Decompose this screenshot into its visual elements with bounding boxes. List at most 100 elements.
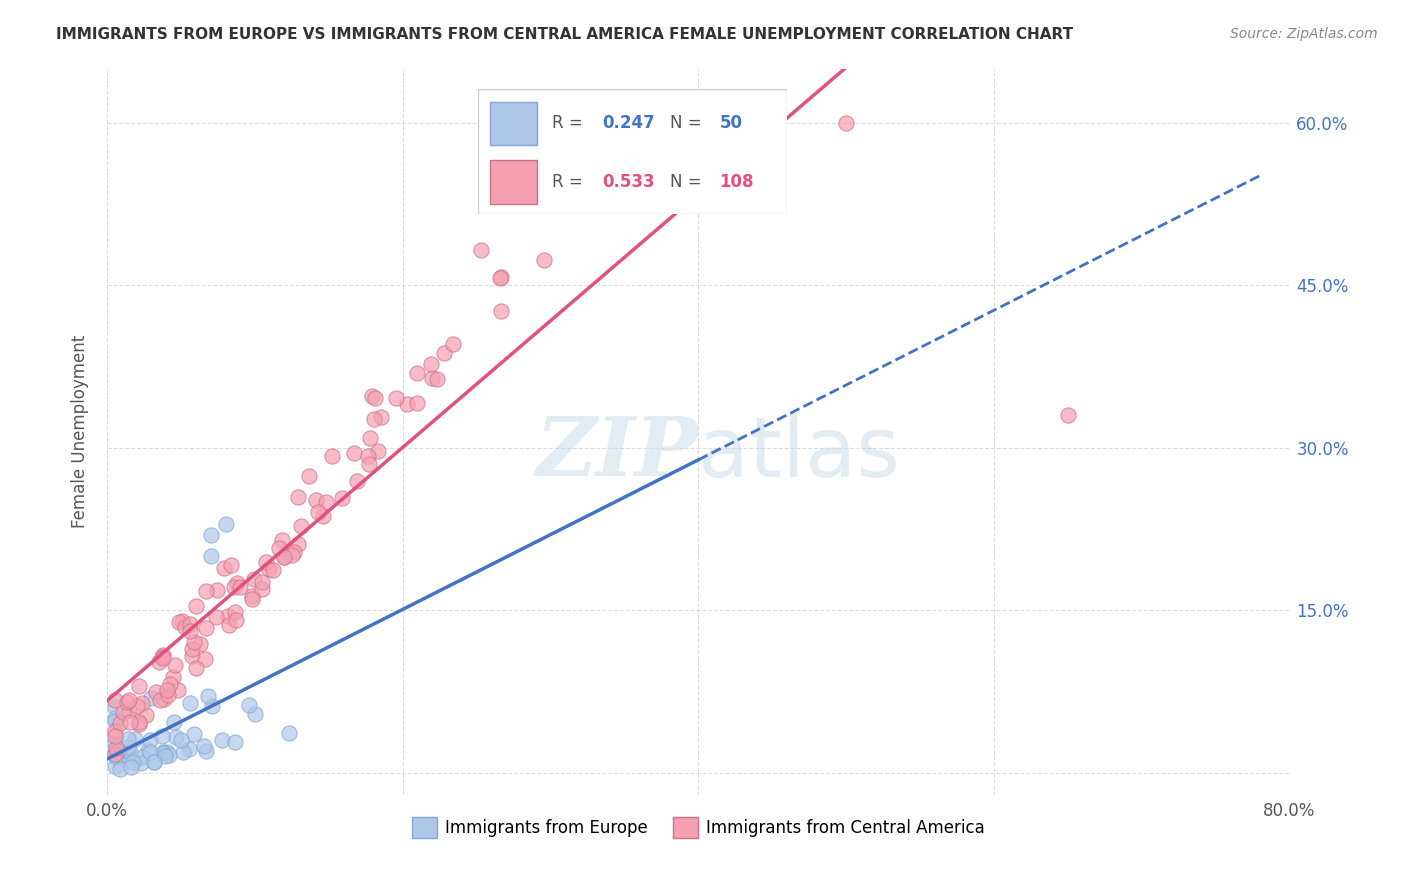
Immigrants from Central America (104, 693, 127, 707)
Immigrants from Central America (311, 508, 333, 523)
Immigrants from Central America (224, 605, 246, 619)
Immigrants from Europe (153, 747, 176, 761)
Immigrants from Central America (280, 549, 302, 563)
Immigrants from Europe (120, 760, 142, 774)
Immigrants from Europe (117, 740, 139, 755)
Immigrants from Europe (179, 696, 201, 710)
Immigrants from Central America (205, 582, 228, 597)
Immigrants from Central America (254, 555, 277, 569)
Immigrants from Central America (298, 468, 321, 483)
Immigrants from Central America (367, 444, 389, 458)
Text: 0.247: 0.247 (602, 114, 655, 132)
Immigrants from Europe (118, 745, 141, 759)
Immigrants from Central America (627, 101, 650, 115)
Immigrants from Central America (183, 634, 205, 648)
Immigrants from Central America (287, 490, 309, 504)
Immigrants from Central America (835, 116, 858, 130)
Immigrants from Europe (117, 732, 139, 747)
Immigrants from Europe (214, 516, 236, 531)
Immigrants from Europe (211, 733, 233, 747)
Immigrants from Europe (152, 746, 174, 760)
Immigrants from Central America (273, 549, 295, 564)
Immigrants from Europe (104, 736, 127, 750)
Immigrants from Central America (219, 558, 242, 572)
Immigrants from Europe (105, 750, 128, 764)
Immigrants from Europe (143, 756, 166, 770)
FancyBboxPatch shape (491, 161, 537, 204)
Immigrants from Central America (315, 495, 337, 509)
Immigrants from Central America (1056, 409, 1078, 423)
Immigrants from Central America (194, 652, 217, 666)
Immigrants from Central America (167, 683, 190, 698)
Text: N =: N = (669, 173, 707, 191)
Immigrants from Central America (287, 536, 309, 550)
Immigrants from Central America (283, 544, 305, 558)
Immigrants from Europe (138, 733, 160, 747)
Immigrants from Europe (162, 714, 184, 729)
Y-axis label: Female Unemployment: Female Unemployment (72, 335, 89, 528)
Immigrants from Europe (107, 743, 129, 757)
Immigrants from Europe (195, 744, 218, 758)
Immigrants from Central America (533, 253, 555, 268)
Immigrants from Central America (194, 584, 217, 599)
Immigrants from Central America (150, 650, 173, 665)
Immigrants from Europe (224, 735, 246, 749)
Immigrants from Central America (148, 655, 170, 669)
Immigrants from Central America (396, 397, 419, 411)
Text: ZIP: ZIP (536, 413, 699, 493)
Immigrants from Central America (105, 741, 128, 756)
Immigrants from Central America (195, 621, 218, 635)
Immigrants from Central America (242, 572, 264, 586)
Immigrants from Central America (145, 685, 167, 699)
Immigrants from Central America (108, 715, 131, 730)
Immigrants from Central America (118, 702, 141, 716)
FancyBboxPatch shape (478, 89, 787, 214)
Immigrants from Central America (240, 592, 263, 607)
Immigrants from Europe (139, 690, 162, 705)
Immigrants from Europe (110, 762, 132, 776)
Text: 50: 50 (720, 114, 742, 132)
Immigrants from Central America (186, 661, 208, 675)
FancyBboxPatch shape (491, 102, 537, 145)
Immigrants from Europe (104, 746, 127, 760)
Immigrants from Central America (357, 457, 380, 471)
Immigrants from Europe (156, 746, 179, 760)
Immigrants from Europe (200, 527, 222, 541)
Text: R =: R = (553, 114, 588, 132)
Immigrants from Europe (129, 756, 152, 771)
Immigrants from Europe (131, 749, 153, 764)
Immigrants from Central America (172, 615, 194, 629)
Immigrants from Europe (183, 727, 205, 741)
Immigrants from Central America (554, 182, 576, 196)
Immigrants from Central America (152, 651, 174, 665)
Immigrants from Europe (170, 732, 193, 747)
Immigrants from Central America (159, 677, 181, 691)
Immigrants from Europe (177, 742, 200, 756)
Immigrants from Europe (277, 725, 299, 739)
Immigrants from Central America (250, 582, 273, 596)
Immigrants from Europe (200, 549, 222, 564)
Immigrants from Central America (149, 692, 172, 706)
Immigrants from Europe (104, 759, 127, 773)
Immigrants from Central America (361, 389, 384, 403)
Immigrants from Europe (117, 748, 139, 763)
Immigrants from Central America (307, 505, 329, 519)
Immigrants from Central America (359, 431, 381, 445)
Text: 0.533: 0.533 (602, 173, 654, 191)
Immigrants from Central America (357, 450, 380, 464)
Immigrants from Central America (609, 165, 631, 179)
Immigrants from Central America (186, 599, 208, 613)
Immigrants from Central America (128, 679, 150, 693)
Immigrants from Central America (426, 372, 449, 386)
Immigrants from Europe (142, 755, 165, 769)
Immigrants from Central America (190, 637, 212, 651)
Immigrants from Central America (225, 613, 247, 627)
Immigrants from Europe (243, 706, 266, 721)
Immigrants from Central America (405, 396, 427, 410)
Immigrants from Europe (150, 729, 173, 743)
Immigrants from Europe (157, 748, 180, 763)
Immigrants from Europe (197, 689, 219, 703)
Immigrants from Central America (229, 580, 252, 594)
Immigrants from Central America (157, 689, 180, 703)
Immigrants from Central America (271, 533, 294, 547)
